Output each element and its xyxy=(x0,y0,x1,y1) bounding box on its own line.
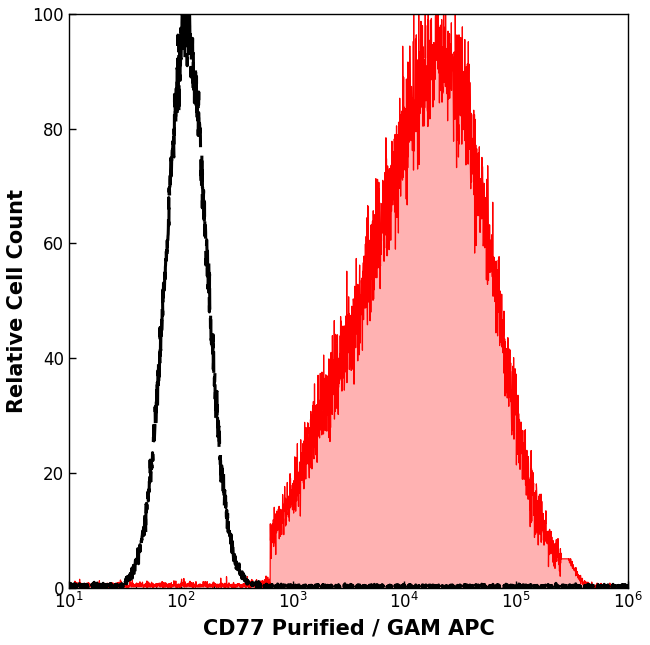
Y-axis label: Relative Cell Count: Relative Cell Count xyxy=(7,189,27,413)
X-axis label: CD77 Purified / GAM APC: CD77 Purified / GAM APC xyxy=(203,618,495,638)
